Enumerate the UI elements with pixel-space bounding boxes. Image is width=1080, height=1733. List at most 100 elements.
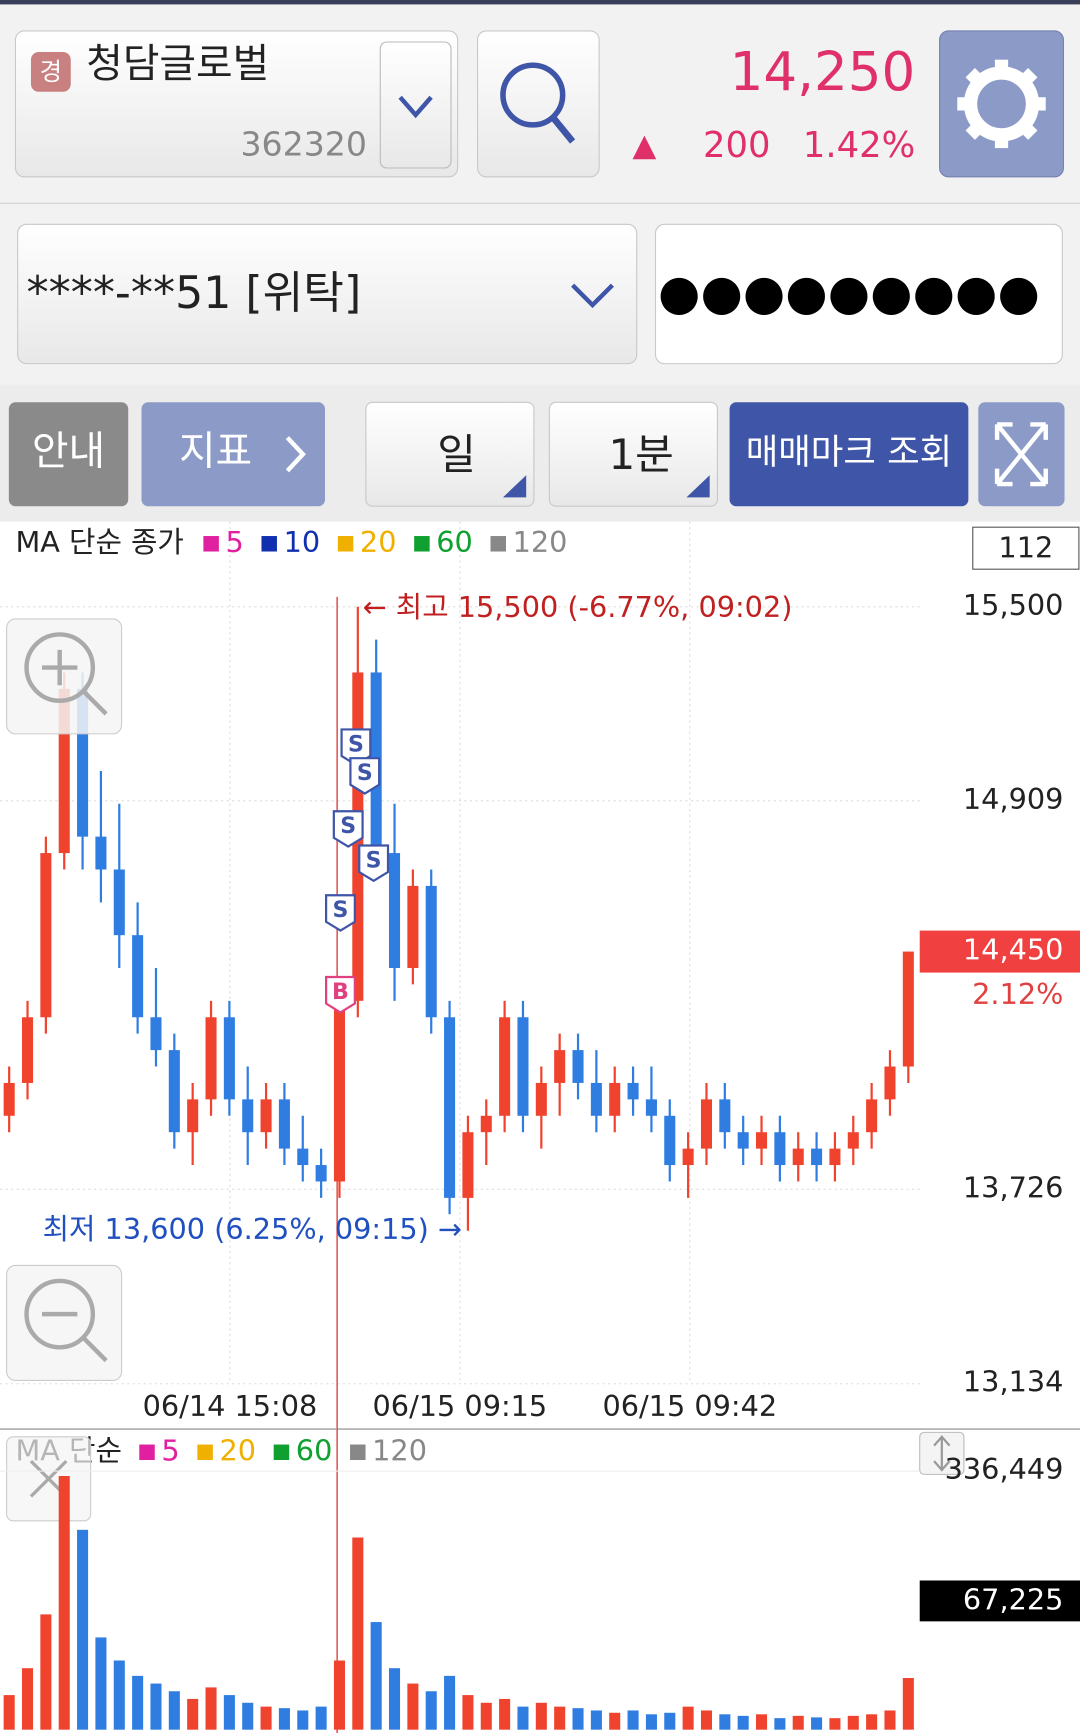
legend-swatch [490,536,506,552]
candle-body [847,1132,859,1149]
volume-bar [499,1698,511,1730]
volume-bar [682,1706,694,1730]
current-rate: 2.12% [972,977,1063,1011]
volume-bar [95,1637,107,1730]
candle-body [774,1132,786,1166]
button-label: 지표 [179,429,252,475]
volume-bar [811,1717,823,1730]
volume-bar [645,1714,657,1730]
gear-hub [990,92,1013,115]
candle-body [58,688,70,854]
volume-bar [205,1687,217,1730]
search-icon [500,62,566,128]
candle-body [3,1082,15,1116]
top-bar [0,0,1080,5]
dropdown-button[interactable] [379,41,452,169]
interval-button[interactable] [548,401,718,507]
candle-body [792,1148,804,1166]
candle-body [223,1017,235,1100]
volume-bar [132,1675,144,1730]
zoom-in-icon [24,632,96,703]
sell-mark [349,757,381,795]
sell-label: S [340,813,356,839]
volume-bar [260,1706,272,1730]
candle-body [535,1082,547,1116]
gear-icon [957,59,1046,149]
legend-label: 20 [219,1433,256,1467]
volume-bar [150,1683,162,1730]
volume-bar [77,1529,89,1730]
volume-bar [278,1708,290,1730]
trade-mark-button[interactable] [729,402,969,507]
button-label: 일 [437,430,476,479]
volume-bar [425,1691,437,1730]
candle-body [168,1050,180,1133]
volume-bar [627,1710,639,1730]
volume-bar [866,1714,878,1730]
stock-box[interactable] [14,30,459,178]
volume-bar [352,1537,364,1730]
legend-label: 120 [513,525,568,559]
price: 14,250 [730,41,916,103]
candle-body [737,1132,749,1149]
volume-bar [756,1714,768,1730]
candle-body [682,1148,694,1166]
volume-bar [700,1710,713,1730]
rate: 1.42% [803,125,915,166]
candle-body [315,1165,327,1182]
button-label: 안내 [32,429,105,475]
sell-label: S [348,731,364,757]
legend-swatch [414,536,430,552]
candle-body [21,1017,34,1083]
x-label: 06/15 09:15 [373,1389,548,1423]
y-tick-label: 336,449 [945,1452,1064,1486]
y-tick-label: 13,726 [963,1170,1064,1204]
y-tick-label: 15,500 [963,588,1064,622]
button-label: 매매마크 조회 [746,432,952,473]
chevron [571,283,614,309]
candle-body [554,1050,566,1083]
current-price-badge [919,930,1080,973]
stock-code: 362320 [240,124,367,163]
expand-icon [994,422,1048,487]
volume-current-badge [919,1580,1080,1622]
legend-swatch [139,1444,155,1461]
button-label: 1분 [608,430,673,479]
trade-marks: S S S S S B [324,728,390,1014]
high-note: ← 최고 15,500 (-6.77%, 09:02) [363,590,793,624]
account-number: ****-**51 [위탁] [27,268,362,319]
candle-body [627,1082,639,1100]
candle-body [132,935,144,1018]
volume-bar [388,1668,401,1730]
volume-bar [884,1710,896,1730]
volume-current: 67,225 [963,1582,1064,1616]
candle-body [260,1099,272,1133]
volume-bar [297,1710,309,1730]
indicator-button[interactable] [141,402,325,507]
volume-bar [315,1706,327,1730]
candle-body [407,885,419,969]
period-button[interactable] [365,401,535,507]
info-button[interactable] [8,402,129,507]
password-box[interactable] [654,223,1063,365]
volume-bar [847,1715,859,1730]
gear-tooth [994,59,1009,76]
gear-tooth [965,119,986,140]
legend-swatch [197,1444,213,1461]
count-box [972,526,1080,570]
search-button[interactable] [476,30,600,178]
volume-bar [113,1660,125,1730]
sell-label: S [357,760,373,786]
volume-bar [737,1715,749,1730]
legend-swatch [337,536,354,552]
zoom-out-icon [42,1311,108,1363]
x-label: 06/15 09:42 [602,1389,777,1423]
badge-bg [30,51,71,92]
search-icon-handle [550,115,576,144]
candle-body [40,853,52,1018]
badge: 경 [40,57,62,86]
arrow: ▲ [633,127,657,163]
candle-body [150,1017,162,1051]
account-box[interactable] [17,223,638,365]
candle-body [829,1148,841,1166]
